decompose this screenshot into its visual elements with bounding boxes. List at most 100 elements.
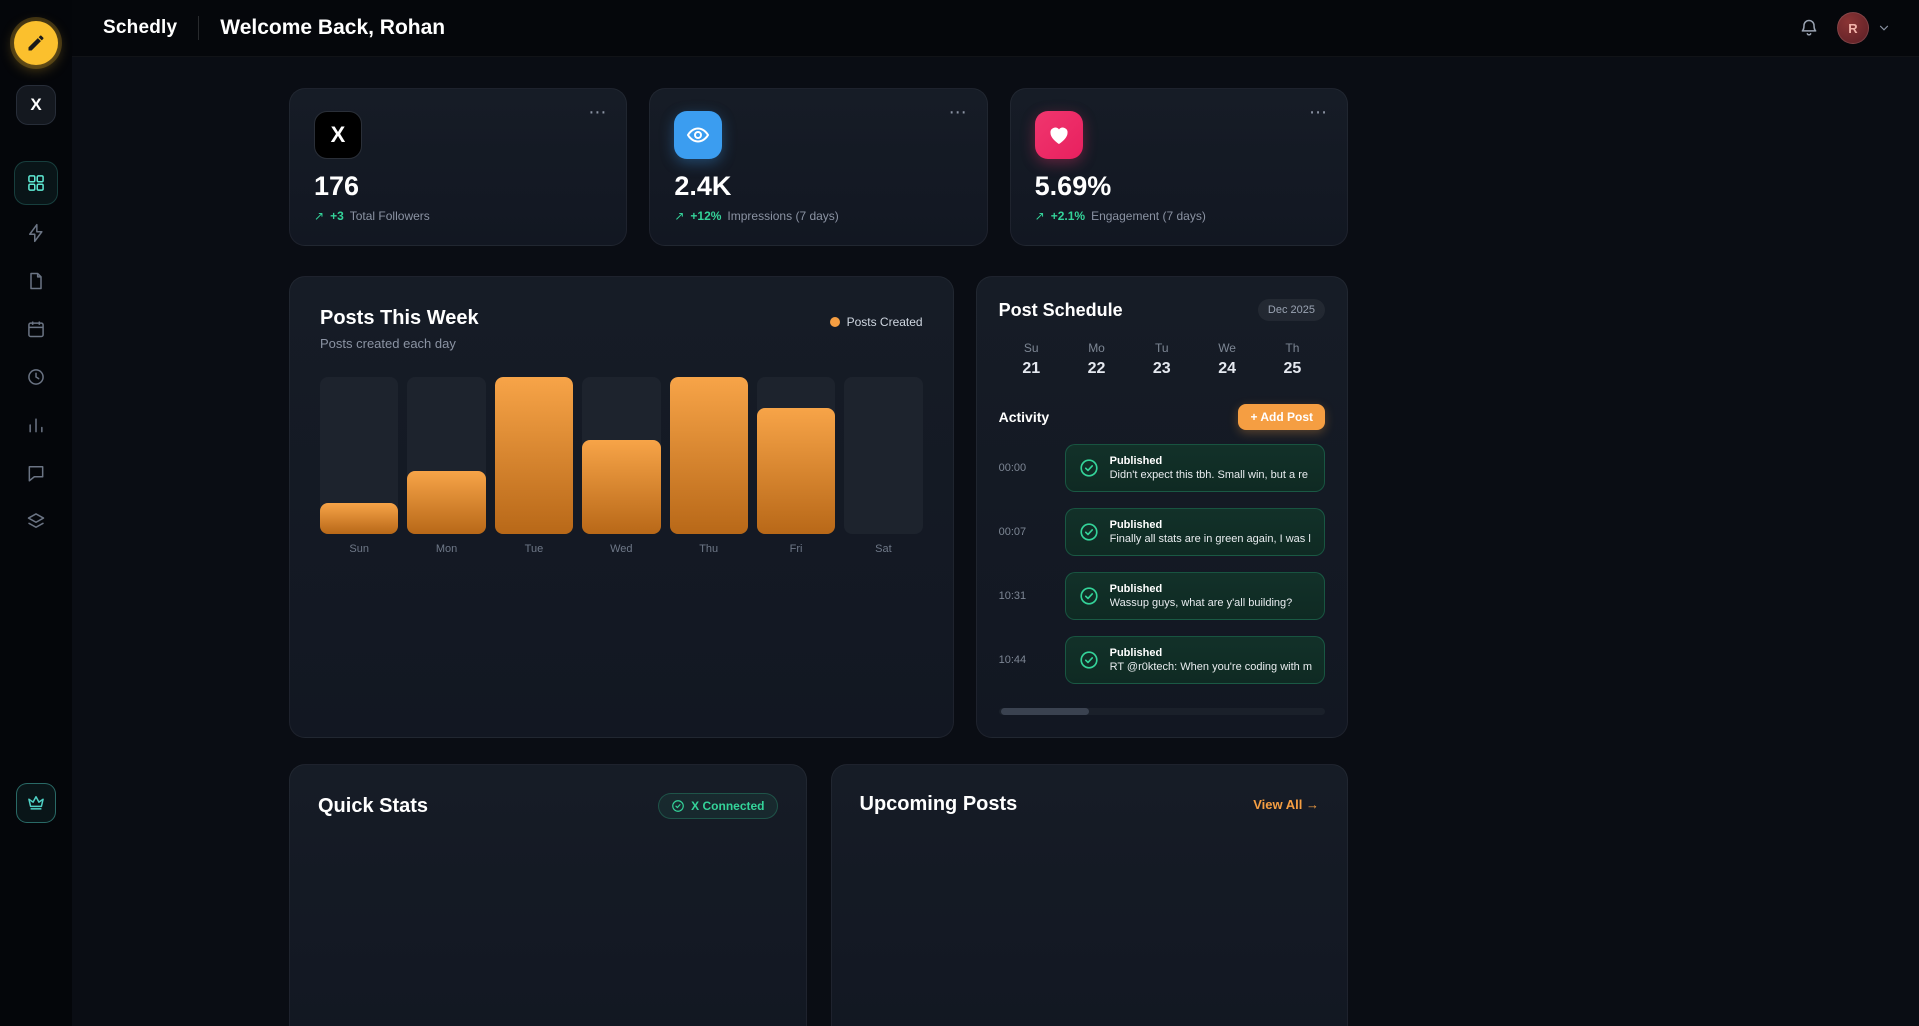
timeline-entry: 10:31 Published Wassup guys, what are y'… — [999, 572, 1325, 620]
engagement-meta: ↗ +2.1% Engagement (7 days) — [1035, 209, 1323, 223]
sidebar-item-dashboard[interactable] — [14, 161, 58, 205]
check-circle-icon — [671, 799, 685, 813]
bar-column-sun: Sun — [320, 377, 399, 555]
day-abbrev: Mo — [1088, 341, 1105, 355]
quick-stats-header: Quick Stats X Connected — [318, 793, 778, 819]
entry-status: Published — [1109, 647, 1163, 659]
x-connected-label: X Connected — [691, 799, 765, 813]
day-abbrev: Th — [1285, 341, 1300, 355]
brand-logo: Schedly — [103, 17, 178, 38]
compose-button[interactable] — [14, 21, 58, 65]
day-number: 21 — [1022, 360, 1041, 377]
check-circle-icon — [1078, 649, 1100, 671]
premium-button[interactable] — [16, 783, 56, 823]
quick-stats-card: Quick Stats X Connected — [289, 764, 807, 1026]
page-title: Welcome Back, Rohan — [220, 16, 446, 39]
engagement-label: Engagement (7 days) — [1091, 209, 1206, 223]
bottom-row: Quick Stats X Connected Upcoming Posts V… — [289, 764, 1348, 1026]
engagement-value: 5.69% — [1034, 171, 1112, 201]
upcoming-posts-header: Upcoming Posts View All → — [860, 793, 1320, 816]
published-post-card[interactable]: Published RT @r0ktech: When you're codin… — [1064, 636, 1325, 684]
sidebar-item-comments[interactable] — [14, 453, 58, 493]
day-mo-22[interactable]: Mo 22 — [1064, 341, 1129, 378]
entry-status: Published — [1109, 519, 1163, 531]
bar-label: Thu — [699, 543, 719, 555]
view-all-link[interactable]: View All → — [1253, 797, 1319, 812]
sidebar-item-analytics[interactable] — [14, 405, 58, 445]
posts-this-week-card: Posts This Week Posts created each day P… — [289, 276, 954, 738]
eye-icon — [674, 111, 723, 159]
activity-timeline: 00:00 Published Didn't expect this tbh. … — [999, 444, 1325, 704]
day-abbrev: Tu — [1155, 341, 1169, 355]
sidebar-nav — [14, 161, 58, 541]
bar-thu[interactable] — [669, 377, 748, 534]
month-badge[interactable]: Dec 2025 — [1257, 299, 1325, 321]
main-area: ⋯ X 176 ↗ +3 Total Followers ⋯ 2.4K ↗ +1… — [72, 57, 1919, 1026]
scrollbar-thumb[interactable] — [1000, 708, 1089, 715]
bar-label: Wed — [610, 543, 633, 555]
timeline-entry: 10:44 Published RT @r0ktech: When you're… — [999, 636, 1325, 684]
published-post-card[interactable]: Published Finally all stats are in green… — [1064, 508, 1325, 556]
followers-meta: ↗ +3 Total Followers — [314, 209, 602, 223]
day-we-24[interactable]: We 24 — [1194, 341, 1259, 378]
sidebar-item-history[interactable] — [14, 357, 58, 397]
horizontal-scrollbar[interactable] — [998, 708, 1325, 715]
day-number: 23 — [1152, 360, 1171, 377]
day-su-21[interactable]: Su 21 — [999, 341, 1064, 378]
bar-column-sat: Sat — [844, 377, 923, 555]
bar-track — [407, 377, 486, 534]
sidebar-item-calendar[interactable] — [14, 309, 58, 349]
entry-status: Published — [1109, 583, 1163, 595]
published-post-card[interactable]: Published Wassup guys, what are y'all bu… — [1064, 572, 1325, 620]
sidebar-item-quick-post[interactable] — [14, 213, 58, 253]
clock-icon — [26, 367, 46, 387]
add-post-button[interactable]: + Add Post — [1238, 404, 1325, 430]
day-tu-23[interactable]: Tu 23 — [1129, 341, 1194, 378]
entry-texts: Published RT @r0ktech: When you're codin… — [1110, 647, 1312, 673]
lightning-icon — [26, 223, 46, 243]
followers-value: 176 — [314, 171, 360, 201]
followers-card: ⋯ X 176 ↗ +3 Total Followers — [289, 88, 628, 246]
bar-fri[interactable] — [756, 408, 836, 534]
calendar-icon — [26, 319, 46, 339]
profile-menu[interactable]: R — [1837, 12, 1891, 44]
followers-label: Total Followers — [349, 209, 430, 223]
entry-texts: Published Wassup guys, what are y'all bu… — [1110, 583, 1293, 609]
card-menu-button[interactable]: ⋯ — [588, 102, 609, 122]
bar-wed[interactable] — [582, 439, 661, 534]
x-logo-icon: X — [30, 95, 42, 114]
x-logo-icon: X — [314, 111, 362, 159]
card-menu-button[interactable]: ⋯ — [948, 102, 969, 122]
bar-column-fri: Fri — [756, 377, 836, 555]
engagement-card: ⋯ 5.69% ↗ +2.1% Engagement (7 days) — [1009, 88, 1348, 246]
bar-column-thu: Thu — [669, 377, 748, 555]
bar-track — [320, 377, 399, 534]
chevron-down-icon — [1877, 21, 1891, 35]
bar-column-wed: Wed — [582, 377, 661, 555]
bar-tue[interactable] — [494, 377, 574, 534]
notifications-button[interactable] — [1799, 18, 1819, 38]
x-account-button[interactable]: X — [16, 85, 56, 125]
card-menu-button[interactable]: ⋯ — [1309, 102, 1329, 122]
bar-mon[interactable] — [407, 471, 486, 534]
bar-sun[interactable] — [320, 502, 399, 534]
bar-track — [669, 377, 748, 534]
entry-text: RT @r0ktech: When you're coding with m — [1109, 661, 1312, 673]
entry-time: 00:00 — [998, 462, 1027, 474]
check-circle-icon — [1078, 457, 1100, 479]
entry-texts: Published Finally all stats are in green… — [1110, 519, 1311, 545]
dashboard-grid-icon — [26, 173, 46, 193]
topbar-right: R — [1799, 12, 1891, 44]
day-th-25[interactable]: Th 25 — [1260, 341, 1325, 378]
x-connected-badge[interactable]: X Connected — [658, 793, 778, 819]
bar-chart: Sun Mon Tue Wed — [320, 377, 923, 555]
published-post-card[interactable]: Published Didn't expect this tbh. Small … — [1064, 444, 1325, 492]
chat-bubble-icon — [26, 463, 46, 483]
sidebar-item-drafts[interactable] — [14, 261, 58, 301]
bell-icon — [1799, 18, 1819, 38]
bar-column-mon: Mon — [407, 377, 486, 555]
sidebar: X — [0, 0, 72, 1026]
sidebar-item-queue[interactable] — [14, 501, 58, 541]
timeline-entry: 00:07 Published Finally all stats are in… — [999, 508, 1325, 556]
bar-label: Sat — [875, 543, 892, 555]
